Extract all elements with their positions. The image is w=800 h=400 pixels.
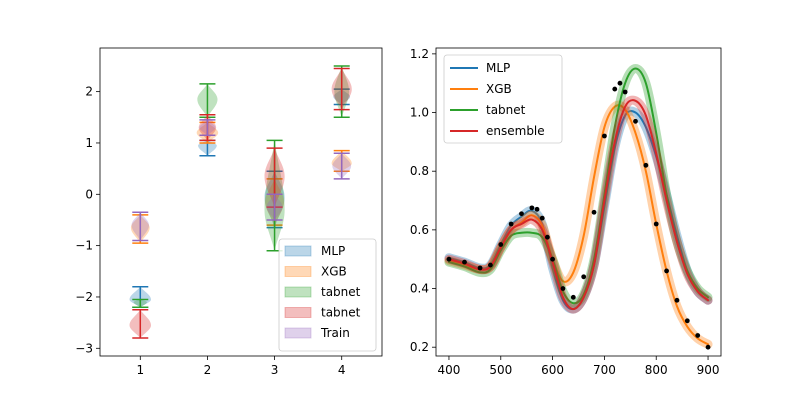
- line-x-tick-label-3: 700: [593, 363, 616, 377]
- line-series-3: [447, 99, 710, 311]
- line-chart: 400 500 600 700 800 900 0.2 0.4 0.6 0.8 1.0 1.2 ML…: [410, 47, 722, 377]
- line-dot-2: [477, 265, 483, 271]
- line-dot-5: [508, 221, 514, 227]
- line-legend-label-3: ensemble: [486, 124, 545, 138]
- line-x-tick-label-5: 900: [697, 363, 720, 377]
- violin-legend: MLP XGB tabnet tabnet Train: [278, 238, 377, 352]
- violin-y-tick-label-2: −1: [75, 239, 93, 253]
- line-legend-box: [443, 54, 563, 144]
- line-dot-20: [633, 118, 638, 124]
- violin-legend-swatch-3: [284, 307, 312, 318]
- violin-y-tick-label-4: 1: [85, 136, 93, 150]
- line-x-ticks: 400 500 600 700 800 900: [438, 356, 720, 377]
- line-y-tick-label-3: 0.8: [410, 164, 429, 178]
- line-series-2: [447, 67, 710, 305]
- line-dot-17: [612, 86, 618, 92]
- violin-y-ticks: −3 −2 −1 0 1 2: [75, 85, 100, 355]
- violin-x-ticks: 1 2 3 4: [136, 356, 346, 377]
- line-dot-9: [539, 215, 545, 221]
- line-dot-8: [534, 206, 540, 212]
- violin-marks: [129, 65, 352, 339]
- violin-legend-swatch-1: [284, 266, 312, 277]
- line-dot-14: [581, 274, 587, 280]
- line-y-tick-label-1: 0.4: [410, 282, 429, 296]
- line-legend: MLP XGB tabnet ensemble: [443, 54, 563, 144]
- line-dot-24: [674, 297, 680, 303]
- violin-x-tick-label-1: 2: [204, 363, 212, 377]
- line-plot-frame: [435, 47, 722, 357]
- line-dot-19: [622, 89, 628, 95]
- line-dot-1: [462, 259, 467, 265]
- violin-plot-frame: [99, 47, 383, 357]
- violin-legend-label-2: tabnet: [321, 285, 361, 299]
- violin-chart: 1 2 3 4 −3 −2 −1 0 1 2 MLP XGB tabnet tabnet Train: [75, 47, 383, 377]
- line-y-tick-label-2: 0.6: [410, 223, 429, 237]
- line-dot-22: [653, 221, 659, 227]
- line-y-tick-label-5: 1.2: [410, 47, 429, 61]
- line-legend-label-2: tabnet: [486, 103, 526, 117]
- line-dot-3: [488, 262, 493, 268]
- line-dot-16: [602, 133, 607, 139]
- violin-y-tick-label-0: −3: [75, 341, 93, 355]
- line-dot-13: [570, 294, 576, 300]
- line-dot-11: [550, 256, 555, 262]
- violin-legend-label-3: tabnet: [321, 306, 361, 320]
- violin-legend-box: [278, 238, 377, 352]
- violin-legend-swatch-0: [284, 245, 312, 257]
- violin-legend-swatch-4: [284, 327, 312, 339]
- violin-x-tick-label-3: 4: [338, 363, 346, 377]
- violin-y-tick-label-5: 2: [85, 85, 93, 99]
- line-y-tick-label-0: 0.2: [410, 340, 429, 354]
- line-x-tick-label-1: 500: [489, 363, 512, 377]
- line-dot-26: [695, 333, 701, 338]
- line-x-tick-label-2: 600: [541, 363, 564, 377]
- violin-y-tick-label-3: 0: [85, 187, 93, 201]
- line-dot-25: [684, 318, 690, 324]
- line-dot-12: [560, 286, 566, 291]
- line-dot-18: [617, 80, 623, 86]
- violin-x-tick-label-0: 1: [136, 363, 144, 377]
- line-x-tick-label-4: 800: [645, 363, 668, 377]
- line-dot-6: [519, 211, 524, 217]
- line-dot-21: [643, 162, 649, 168]
- line-x-tick-label-0: 400: [438, 363, 461, 377]
- line-dot-0: [446, 256, 452, 262]
- line-marks: [444, 64, 713, 350]
- violin-legend-label-0: MLP: [321, 244, 345, 258]
- violin-legend-swatch-2: [284, 286, 312, 298]
- violin-y-tick-label-1: −2: [75, 290, 93, 304]
- line-dot-7: [529, 205, 535, 211]
- line-dot-23: [664, 268, 669, 274]
- violin-legend-label-1: XGB: [321, 265, 347, 279]
- line-dot-4: [498, 242, 504, 247]
- violin-x-tick-label-2: 3: [271, 363, 279, 377]
- line-dot-27: [705, 344, 711, 350]
- line-dot-10: [545, 234, 550, 240]
- line-legend-label-1: XGB: [486, 82, 512, 96]
- line-legend-label-0: MLP: [486, 61, 510, 75]
- line-y-tick-label-4: 1.0: [410, 106, 429, 120]
- line-y-ticks: 0.2 0.4 0.6 0.8 1.0 1.2: [410, 47, 436, 354]
- line-dot-15: [591, 209, 597, 215]
- violin-legend-label-4: Train: [320, 326, 350, 340]
